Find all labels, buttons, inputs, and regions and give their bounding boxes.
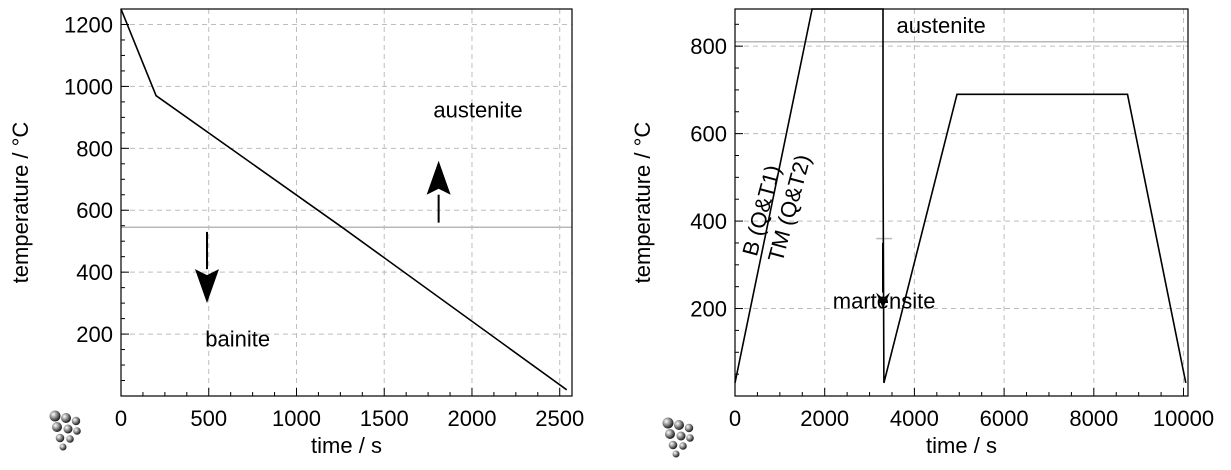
left-arrows bbox=[194, 160, 451, 304]
right-x-tick-labels: 0 2000 4000 6000 8000 10000 bbox=[729, 406, 1214, 431]
left-minor-ticks bbox=[120, 8, 561, 397]
right-arrows bbox=[876, 242, 891, 309]
left-cooling-curve bbox=[120, 8, 568, 391]
y-tick-label: 200 bbox=[76, 322, 113, 347]
left-chart: 0 500 1000 1500 2000 2500 200 400 600 800 1000 120… bbox=[8, 8, 584, 458]
y-tick-label: 400 bbox=[690, 209, 727, 234]
annotation-label: austenite bbox=[896, 13, 985, 38]
right-y-tick-labels: 200 400 600 800 bbox=[690, 34, 727, 321]
x-tick-label: 10000 bbox=[1153, 406, 1214, 431]
annotation-label: austenite bbox=[433, 97, 522, 122]
x-tick-label: 1500 bbox=[360, 406, 409, 431]
x-tick-label: 2000 bbox=[447, 406, 496, 431]
ball-cluster-logo-icon bbox=[49, 410, 81, 451]
y-tick-label: 1200 bbox=[64, 12, 113, 37]
x-tick-label: 8000 bbox=[1069, 406, 1118, 431]
right-gridlines bbox=[735, 9, 1188, 396]
arrow-up-icon bbox=[426, 160, 451, 223]
left-y-tick-labels: 200 400 600 800 1000 1200 bbox=[64, 12, 113, 347]
x-tick-label: 0 bbox=[729, 406, 741, 431]
annotation-label: martensite bbox=[833, 289, 936, 314]
x-tick-label: 2500 bbox=[535, 406, 584, 431]
y-tick-label: 1000 bbox=[64, 74, 113, 99]
left-plot-frame bbox=[120, 8, 573, 397]
arrow-down-icon bbox=[876, 242, 891, 309]
left-x-tick-labels: 0 500 1000 1500 2000 2500 bbox=[115, 406, 584, 431]
x-tick-label: 6000 bbox=[980, 406, 1029, 431]
right-x-axis-label: time / s bbox=[926, 433, 997, 458]
right-reference-lines bbox=[735, 41, 1188, 240]
y-tick-label: 600 bbox=[76, 198, 113, 223]
annotation-label: bainite bbox=[205, 326, 270, 351]
ball-cluster-logo-icon bbox=[662, 417, 694, 458]
y-tick-label: 200 bbox=[690, 297, 727, 322]
x-tick-label: 0 bbox=[115, 406, 127, 431]
x-tick-label: 500 bbox=[190, 406, 227, 431]
right-plot-frame bbox=[734, 8, 1189, 397]
y-tick-label: 400 bbox=[76, 260, 113, 285]
y-tick-label: 800 bbox=[76, 136, 113, 161]
left-y-axis-label: temperature / °C bbox=[8, 122, 33, 284]
left-x-axis-label: time / s bbox=[311, 433, 382, 458]
right-minor-ticks bbox=[734, 23, 1185, 397]
x-tick-label: 4000 bbox=[890, 406, 939, 431]
x-tick-label: 2000 bbox=[800, 406, 849, 431]
x-tick-label: 1000 bbox=[272, 406, 321, 431]
left-gridlines bbox=[121, 9, 572, 396]
left-annotations: austenite bainite bbox=[205, 97, 522, 351]
y-tick-label: 600 bbox=[690, 122, 727, 147]
right-y-axis-label: temperature / °C bbox=[630, 122, 655, 284]
y-tick-label: 800 bbox=[690, 34, 727, 59]
right-chart: 0 2000 4000 6000 8000 10000 200 400 600 800 aust… bbox=[630, 8, 1214, 458]
arrow-down-icon bbox=[194, 231, 219, 304]
